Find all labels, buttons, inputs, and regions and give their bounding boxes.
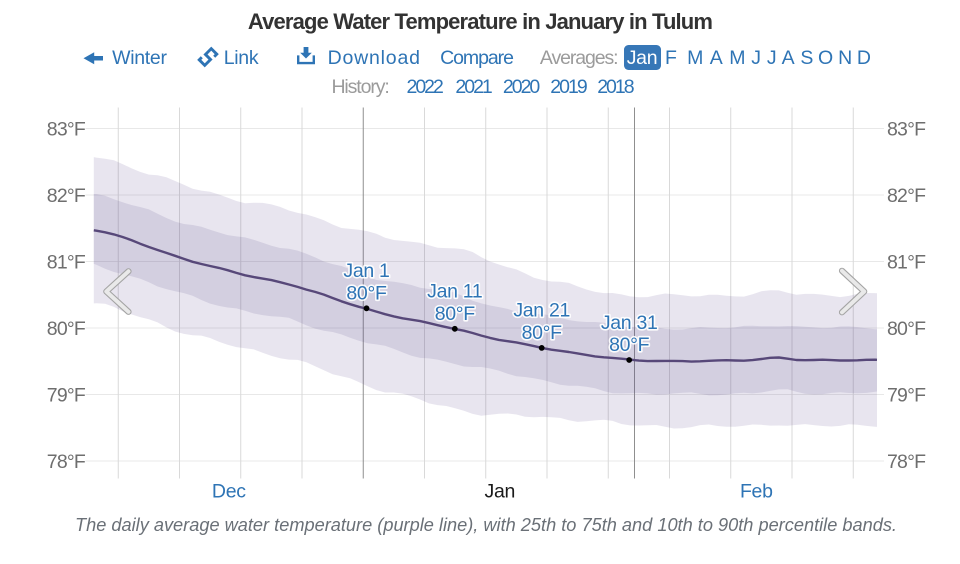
svg-text:79°F: 79°F — [47, 385, 86, 407]
svg-text:83°F: 83°F — [887, 119, 926, 141]
svg-text:82°F: 82°F — [887, 185, 926, 207]
svg-text:82°F: 82°F — [47, 185, 86, 207]
svg-text:Feb: Feb — [740, 480, 773, 502]
svg-text:Jan 1: Jan 1 — [343, 260, 389, 282]
svg-text:Jan 31: Jan 31 — [601, 312, 658, 334]
svg-text:80°F: 80°F — [435, 303, 476, 325]
svg-text:Jan 21: Jan 21 — [513, 300, 570, 322]
svg-text:80°F: 80°F — [609, 334, 650, 356]
svg-text:80°F: 80°F — [887, 318, 926, 340]
svg-text:81°F: 81°F — [47, 252, 86, 274]
svg-text:80°F: 80°F — [346, 282, 387, 304]
svg-text:83°F: 83°F — [47, 119, 86, 141]
svg-text:Jan 11: Jan 11 — [427, 281, 482, 303]
svg-text:78°F: 78°F — [887, 451, 926, 473]
svg-text:Jan: Jan — [485, 480, 516, 502]
svg-text:Dec: Dec — [212, 480, 246, 502]
svg-text:80°F: 80°F — [522, 322, 563, 344]
svg-text:80°F: 80°F — [47, 318, 86, 340]
svg-text:79°F: 79°F — [887, 385, 926, 407]
svg-text:81°F: 81°F — [887, 252, 926, 274]
svg-text:78°F: 78°F — [47, 451, 86, 473]
